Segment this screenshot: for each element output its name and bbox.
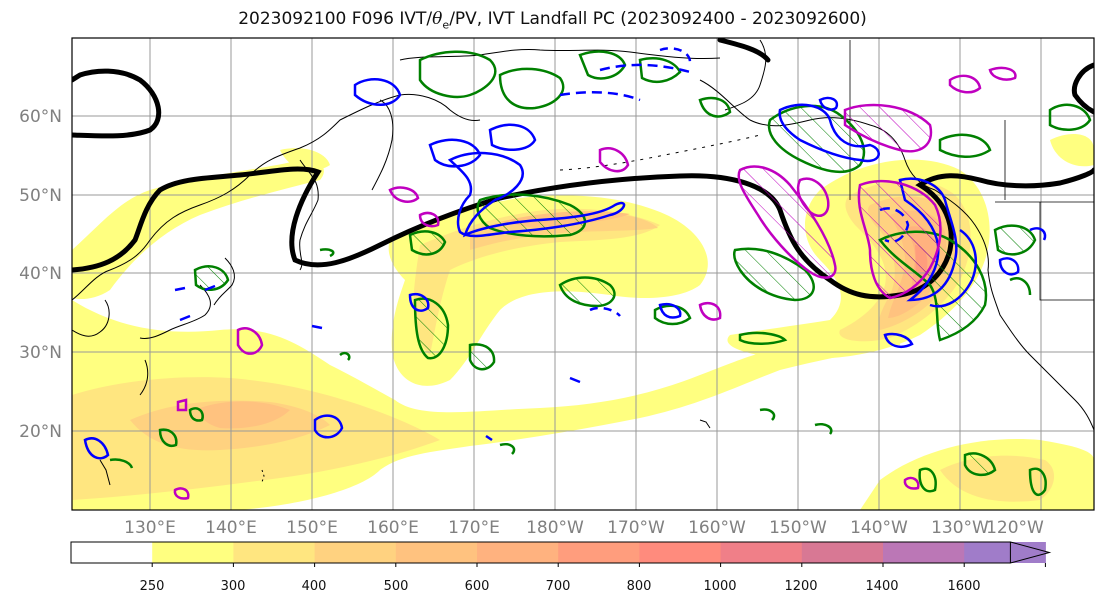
colorbar-swatch (395, 542, 478, 563)
colorbar-tick-label: 600 (465, 579, 490, 594)
colorbar-swatch (558, 542, 640, 563)
colorbar-swatch (233, 542, 316, 563)
lon-label: 140°E (205, 518, 257, 538)
colorbar-swatch (801, 542, 884, 563)
colorbar-tick-label: 1200 (784, 579, 817, 594)
colorbar-swatch (314, 542, 397, 563)
colorbar-swatch (883, 542, 965, 563)
lon-label: 170°W (607, 518, 665, 538)
lon-label: 140°W (850, 518, 908, 538)
colorbar-ticks: 250 300 400 500 600 700 800 1000 1200 14… (140, 579, 981, 594)
colorbar-tick-label: 800 (627, 579, 652, 594)
lon-label: 130°W (931, 518, 989, 538)
colorbar-tick-label: 500 (384, 579, 409, 594)
lon-label: 160°W (688, 518, 746, 538)
colorbar-swatch (720, 542, 803, 563)
lon-label: 180°W (526, 518, 584, 538)
colorbar-tick-label: 300 (221, 579, 246, 594)
map-frame (71, 37, 1095, 511)
lon-label: 170°E (448, 518, 500, 538)
lon-label: 130°E (124, 518, 176, 538)
colorbar-swatch (477, 542, 559, 563)
colorbar-swatch (152, 542, 234, 563)
colorbar-swatch (639, 542, 722, 563)
lon-label: 150°E (286, 518, 338, 538)
colorbar-outline (70, 541, 1011, 564)
colorbar-tick-label: 1600 (947, 579, 980, 594)
map-title: 2023092100 F096 IVT/θe/PV, IVT Landfall … (238, 9, 867, 32)
lon-label: 160°E (367, 518, 419, 538)
ivt-landfall-contour (72, 38, 1094, 300)
lon-label: 150°W (769, 518, 827, 538)
colorbar-extend-arrow (1009, 541, 1052, 564)
colorbar-tick-label: 1400 (865, 579, 898, 594)
latitude-labels: 60°N 50°N 40°N 30°N 20°N (19, 107, 62, 442)
lat-label: 30°N (19, 343, 62, 363)
magenta-contours (173, 66, 1017, 500)
colorbar-swatch (71, 542, 153, 563)
colorbar-tick-label: 1000 (703, 579, 736, 594)
longitude-labels: 130°E 140°E 150°E 160°E 170°E 180°W 170°… (124, 518, 1044, 538)
lon-label: 120°W (986, 518, 1044, 538)
map-panel (72, 38, 1094, 510)
lat-label: 20°N (19, 422, 62, 442)
lat-label: 50°N (19, 186, 62, 206)
lat-label: 60°N (19, 107, 62, 127)
colorbar (70, 541, 1052, 567)
lat-label: 40°N (19, 264, 62, 284)
colorbar-tick-label: 400 (302, 579, 327, 594)
colorbar-tick-label: 700 (546, 579, 571, 594)
colorbar-tick-label: 250 (140, 579, 165, 594)
